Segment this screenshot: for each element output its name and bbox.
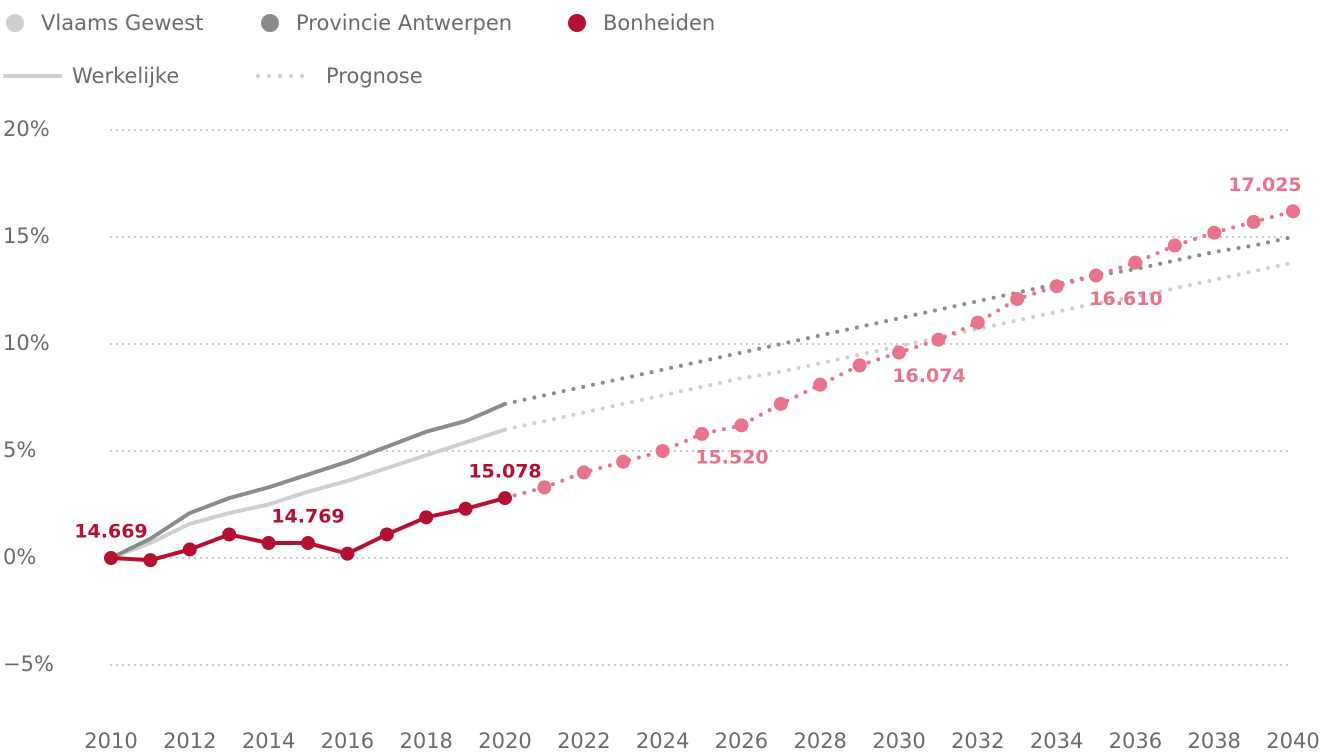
x-tick-label: 2010: [84, 729, 137, 753]
x-tick-label: 2034: [1030, 729, 1083, 753]
annotation: 16.074: [892, 365, 965, 387]
y-tick-label: 15%: [3, 224, 50, 248]
data-point: [182, 542, 197, 557]
legend-label: Prognose: [326, 64, 423, 88]
x-tick-label: 2020: [478, 729, 531, 753]
x-tick-label: 2016: [321, 729, 374, 753]
legend-label: Bonheiden: [603, 11, 715, 35]
data-point: [695, 426, 709, 441]
data-point: [340, 546, 355, 561]
legend-label: Vlaams Gewest: [41, 11, 203, 35]
data-point: [892, 345, 906, 360]
x-tick-label: 2024: [636, 729, 689, 753]
data-point: [1128, 255, 1143, 270]
data-point: [301, 536, 315, 551]
forecast-line: [503, 260, 1295, 432]
x-tick-label: 2012: [163, 729, 216, 753]
data-point: [379, 527, 394, 542]
legend-label: Provincie Antwerpen: [296, 11, 512, 35]
data-point: [222, 527, 237, 542]
data-point: [458, 501, 473, 516]
x-tick-label: 2030: [872, 729, 925, 753]
data-point: [1089, 268, 1103, 283]
legend-marker: [261, 14, 279, 32]
x-tick-label: 2022: [557, 729, 610, 753]
x-tick-label: 2032: [951, 729, 1004, 753]
x-tick-label: 2036: [1109, 729, 1162, 753]
y-tick-label: 10%: [3, 331, 50, 355]
data-point: [616, 454, 631, 469]
x-tick-label: 2026: [715, 729, 768, 753]
data-point: [655, 444, 670, 458]
x-tick-label: 2028: [793, 729, 846, 753]
annotation: 17.025: [1228, 174, 1301, 196]
data-point: [734, 418, 749, 433]
data-point: [576, 465, 591, 480]
legend-marker: [568, 14, 586, 32]
actual-line: [109, 427, 507, 560]
data-point: [773, 396, 788, 411]
annotation: 14.769: [271, 506, 344, 528]
y-tick-label: 5%: [3, 438, 36, 462]
x-tick-label: 2040: [1266, 729, 1319, 753]
data-point: [1010, 292, 1025, 307]
y-tick-label: −5%: [3, 652, 54, 676]
actual-line: [109, 401, 507, 560]
data-point: [1167, 238, 1182, 253]
annotation: 15.078: [468, 461, 541, 483]
data-point: [852, 358, 867, 373]
data-point: [1246, 215, 1261, 230]
data-point: [261, 536, 276, 551]
forecast-line: [503, 235, 1295, 406]
legend-label: Werkelijke: [72, 64, 179, 88]
x-tick-label: 2014: [242, 729, 295, 753]
y-tick-label: 20%: [3, 117, 50, 141]
data-point: [419, 510, 434, 525]
data-point: [498, 491, 512, 506]
data-point: [1286, 204, 1300, 219]
data-point: [1207, 225, 1222, 240]
data-point: [970, 315, 985, 330]
data-point: [143, 553, 158, 568]
y-tick-label: 0%: [3, 545, 36, 569]
x-tick-label: 2038: [1187, 729, 1240, 753]
data-point: [537, 480, 552, 495]
data-point: [931, 332, 946, 347]
legend-marker: [6, 14, 24, 32]
data-point: [813, 377, 828, 392]
data-point: [104, 551, 118, 565]
annotation: 15.520: [695, 446, 768, 468]
annotation: 16.610: [1089, 288, 1162, 310]
data-point: [1049, 279, 1064, 294]
annotation: 14.669: [74, 521, 147, 543]
x-tick-label: 2018: [399, 729, 452, 753]
